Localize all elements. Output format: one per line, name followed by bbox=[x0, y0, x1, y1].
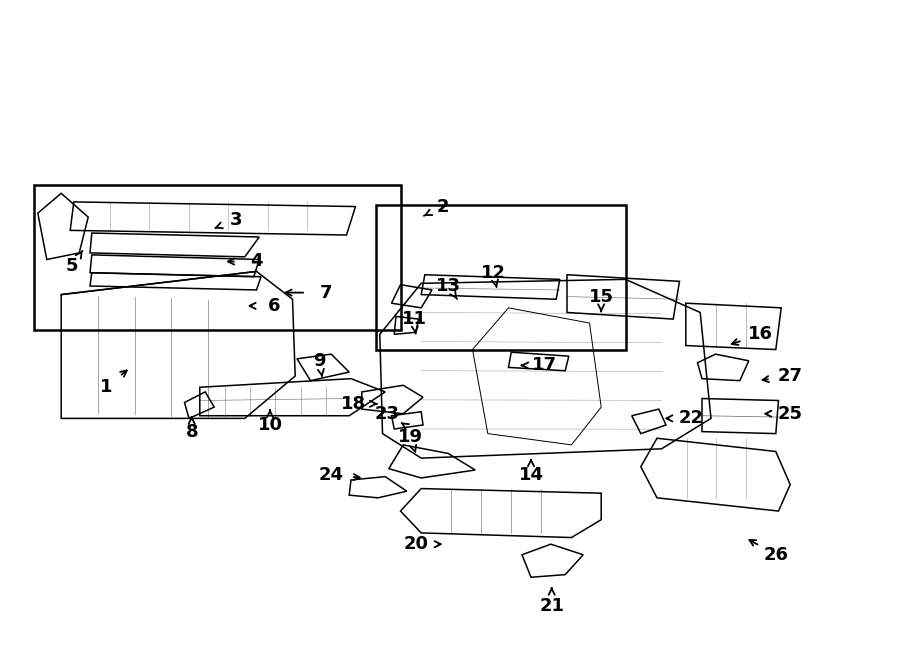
Text: 16: 16 bbox=[748, 325, 773, 344]
Text: 10: 10 bbox=[257, 416, 283, 434]
Text: 21: 21 bbox=[539, 596, 564, 615]
Text: 26: 26 bbox=[763, 545, 788, 564]
Text: 2: 2 bbox=[436, 197, 449, 216]
Text: 18: 18 bbox=[341, 395, 366, 413]
Text: 17: 17 bbox=[532, 356, 557, 375]
Text: 27: 27 bbox=[778, 367, 803, 385]
Text: 5: 5 bbox=[66, 257, 78, 275]
Bar bbox=[34, 185, 401, 330]
Text: 8: 8 bbox=[185, 422, 198, 441]
Text: 15: 15 bbox=[589, 287, 614, 306]
Text: 22: 22 bbox=[679, 409, 704, 428]
Text: 6: 6 bbox=[268, 297, 281, 315]
Text: 20: 20 bbox=[403, 535, 428, 553]
Text: 14: 14 bbox=[518, 466, 544, 485]
Text: 11: 11 bbox=[401, 310, 427, 328]
Text: 23: 23 bbox=[374, 404, 400, 423]
Text: 19: 19 bbox=[398, 428, 423, 446]
Text: 12: 12 bbox=[481, 263, 506, 282]
Text: 4: 4 bbox=[250, 252, 263, 271]
Text: 25: 25 bbox=[778, 404, 803, 423]
Text: 7: 7 bbox=[320, 283, 332, 302]
Text: 13: 13 bbox=[436, 277, 461, 295]
Text: 1: 1 bbox=[100, 378, 112, 397]
Text: 3: 3 bbox=[230, 211, 242, 229]
Text: 9: 9 bbox=[313, 352, 326, 370]
Text: 24: 24 bbox=[319, 466, 344, 485]
Bar bbox=[376, 205, 626, 350]
